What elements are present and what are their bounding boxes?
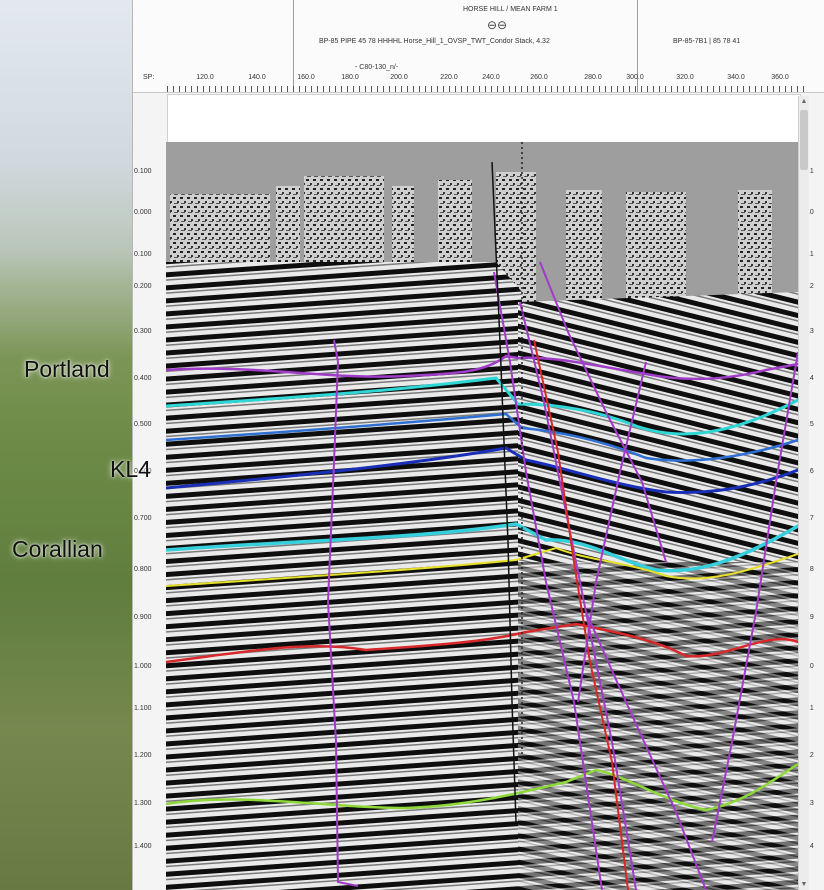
portland-horizon <box>166 354 798 381</box>
reflectors-deep-overlay <box>166 562 798 890</box>
well-name: HORSE HILL / MEAN FARM 1 <box>463 6 558 13</box>
line-sub-label: - C80-130_n/- <box>355 64 399 71</box>
yellow-horizon <box>166 546 798 587</box>
scroll-thumb[interactable] <box>800 110 808 170</box>
time-tick: 1.000 <box>134 663 152 670</box>
time-tick: 0.500 <box>134 421 152 428</box>
kl4-lower-horizon <box>166 446 798 494</box>
portland-label: Portland <box>24 356 110 382</box>
sp-tick: 160.0 <box>297 74 315 81</box>
fault-left-vertical <box>326 339 359 887</box>
header-blank-strip <box>167 94 801 144</box>
line-intersection-label: BP-85-7B1 | 85 78 41 <box>673 38 741 45</box>
fault-right-v <box>585 611 707 890</box>
time-tick: 0.900 <box>134 614 152 621</box>
time-tick: 0.400 <box>134 375 152 382</box>
sp-tick: 340.0 <box>727 74 745 81</box>
fault-red <box>533 339 629 890</box>
fault-central-1 <box>493 271 603 890</box>
sp-tick: 260.0 <box>530 74 548 81</box>
sp-tick: 140.0 <box>248 74 266 81</box>
time-tick: 1.300 <box>134 800 152 807</box>
seismic-section-svg <box>166 142 798 890</box>
sp-axis-label: SP: <box>143 74 155 81</box>
corallian-label: Corallian <box>12 536 103 562</box>
time-tick: 0.700 <box>134 515 152 522</box>
fault-crossing-2 <box>577 361 647 703</box>
well-symbol-icon: ⊖⊖ <box>487 18 508 32</box>
time-tick: 0.800 <box>134 566 152 573</box>
time-tick: 1.400 <box>134 843 152 850</box>
section-header: HORSE HILL / MEAN FARM 1 ⊖⊖ BP-85 PIPE 4… <box>133 0 824 93</box>
fault-lines <box>326 142 798 890</box>
time-tick: 1.100 <box>134 705 152 712</box>
fault-right-v2 <box>711 351 798 843</box>
fault-crossing-1 <box>539 261 667 563</box>
time-tick: 0.600 <box>134 468 152 475</box>
time-tick: 0.200 <box>134 283 152 290</box>
time-tick: 0.100 <box>134 251 152 258</box>
time-tick: 1.200 <box>134 752 152 759</box>
kl4-label: KL4 <box>110 456 151 482</box>
seismic-section <box>166 142 798 890</box>
cyan-horizon <box>166 376 798 436</box>
corallian-horizon <box>166 522 798 573</box>
sp-tick: 200.0 <box>390 74 408 81</box>
sp-tick: 120.0 <box>196 74 214 81</box>
time-tick: 0.100 <box>134 168 152 175</box>
green-horizon <box>166 762 798 812</box>
header-divider <box>293 0 294 92</box>
sp-tick: 240.0 <box>482 74 500 81</box>
vertical-scrollbar[interactable]: ▲ ▼ <box>798 96 809 890</box>
scroll-down-icon[interactable]: ▼ <box>800 881 808 888</box>
sp-tick: 280.0 <box>584 74 602 81</box>
sp-tick-marks <box>167 86 807 92</box>
time-tick: 0.000 <box>134 209 152 216</box>
scroll-up-icon[interactable]: ▲ <box>800 98 808 105</box>
sp-tick: 320.0 <box>676 74 694 81</box>
sp-tick: 220.0 <box>440 74 458 81</box>
time-tick: 0.300 <box>134 328 152 335</box>
well-track-black <box>491 161 517 823</box>
well-track-label: BP-85 PIPE 45 78 HHHHL Horse_Hill_1_OVSP… <box>319 38 550 45</box>
fault-central-2 <box>519 301 637 890</box>
header-divider <box>637 0 638 92</box>
sp-tick: 180.0 <box>341 74 359 81</box>
sp-tick: 300.0 <box>626 74 644 81</box>
red-horizon <box>166 622 798 664</box>
sp-tick: 360.0 <box>771 74 789 81</box>
